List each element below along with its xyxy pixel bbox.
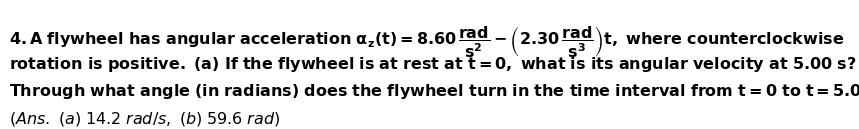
Text: $\mathbf{\it{(Ans.\ (a)\ 14.2\ rad/s,\ (b)\ 59.6\ rad)}}$: $\mathbf{\it{(Ans.\ (a)\ 14.2\ rad/s,\ (…	[9, 110, 280, 128]
Text: $\mathbf{Through\ what\ angle\ (in\ radians)\ does\ the\ flywheel\ turn\ in\ the: $\mathbf{Through\ what\ angle\ (in\ radi…	[9, 82, 859, 101]
Text: $\mathbf{rotation\ is\ positive.\ (a)\ If\ the\ flywheel\ is\ at\ rest\ at\ }$$\: $\mathbf{rotation\ is\ positive.\ (a)\ I…	[9, 55, 859, 74]
Text: $\mathbf{4. A\ flywheel\ has\ angular\ acceleration\ \alpha_z(t) = 8.60\,\dfrac{: $\mathbf{4. A\ flywheel\ has\ angular\ a…	[9, 25, 844, 61]
